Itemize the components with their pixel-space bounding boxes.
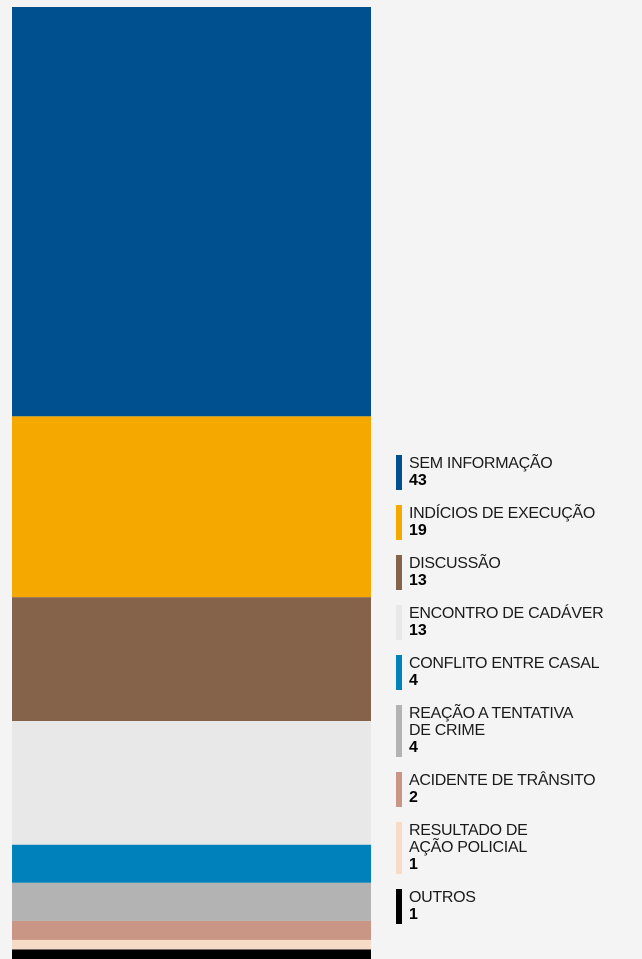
bar-segment: [12, 882, 371, 921]
legend-text: SEM INFORMAÇÃO 43: [409, 455, 553, 490]
legend-label: ACIDENTE DE TRÂNSITO: [409, 772, 596, 789]
legend-value: 13: [409, 572, 427, 589]
legend-value: 1: [409, 856, 418, 873]
legend-label: OUTROS: [409, 889, 476, 906]
legend-value: 2: [409, 789, 418, 806]
legend-item: RESULTADO DE AÇÃO POLICIAL 1: [396, 822, 642, 874]
legend-swatch: [396, 655, 402, 690]
legend-item: CONFLITO ENTRE CASAL 4: [396, 655, 642, 690]
legend-item: REAÇÃO A TENTATIVA DE CRIME 4: [396, 705, 642, 757]
legend-label: DISCUSSÃO: [409, 555, 501, 572]
legend-swatch: [396, 605, 402, 640]
legend-label: REAÇÃO A TENTATIVA DE CRIME: [409, 705, 573, 739]
legend-text: RESULTADO DE AÇÃO POLICIAL 1: [409, 822, 569, 874]
legend-item: SEM INFORMAÇÃO 43: [396, 455, 642, 490]
bar-segment: [12, 949, 371, 959]
legend-text: DISCUSSÃO 13: [409, 555, 501, 590]
bar-segment: [12, 939, 371, 950]
legend-swatch: [396, 505, 402, 540]
bar-segment: [12, 920, 371, 940]
legend-swatch: [396, 822, 402, 874]
legend-label: ENCONTRO DE CADÁVER: [409, 605, 604, 622]
bar-segment: [12, 844, 371, 883]
bar-segment: [12, 416, 371, 598]
legend-value: 1: [409, 906, 418, 923]
legend-swatch: [396, 555, 402, 590]
legend-text: INDÍCIOS DE EXECUÇÃO 19: [409, 505, 595, 540]
legend-label: RESULTADO DE AÇÃO POLICIAL: [409, 822, 528, 856]
legend: SEM INFORMAÇÃO 43 INDÍCIOS DE EXECUÇÃO 19 DI…: [396, 455, 642, 924]
legend-text: ACIDENTE DE TRÂNSITO 2: [409, 772, 596, 807]
legend-text: OUTROS 1: [409, 889, 476, 924]
bar-segment: [12, 7, 371, 417]
legend-item: OUTROS 1: [396, 889, 642, 924]
legend-swatch: [396, 455, 402, 490]
legend-item: ENCONTRO DE CADÁVER 13: [396, 605, 642, 640]
legend-label: SEM INFORMAÇÃO: [409, 455, 553, 472]
legend-value: 4: [409, 739, 418, 756]
legend-swatch: [396, 772, 402, 807]
legend-label: CONFLITO ENTRE CASAL: [409, 655, 600, 672]
legend-text: ENCONTRO DE CADÁVER 13: [409, 605, 604, 640]
legend-item: INDÍCIOS DE EXECUÇÃO 19: [396, 505, 642, 540]
legend-item: ACIDENTE DE TRÂNSITO 2: [396, 772, 642, 807]
legend-item: DISCUSSÃO 13: [396, 555, 642, 590]
legend-value: 43: [409, 472, 427, 489]
legend-text: CONFLITO ENTRE CASAL 4: [409, 655, 600, 690]
bar-segment: [12, 597, 371, 721]
legend-value: 4: [409, 672, 418, 689]
legend-value: 13: [409, 622, 427, 639]
legend-text: REAÇÃO A TENTATIVA DE CRIME 4: [409, 705, 584, 757]
legend-swatch: [396, 889, 402, 924]
legend-swatch: [396, 705, 402, 757]
legend-label: INDÍCIOS DE EXECUÇÃO: [409, 505, 596, 522]
bar-segment: [12, 721, 371, 845]
legend-value: 19: [409, 522, 427, 539]
